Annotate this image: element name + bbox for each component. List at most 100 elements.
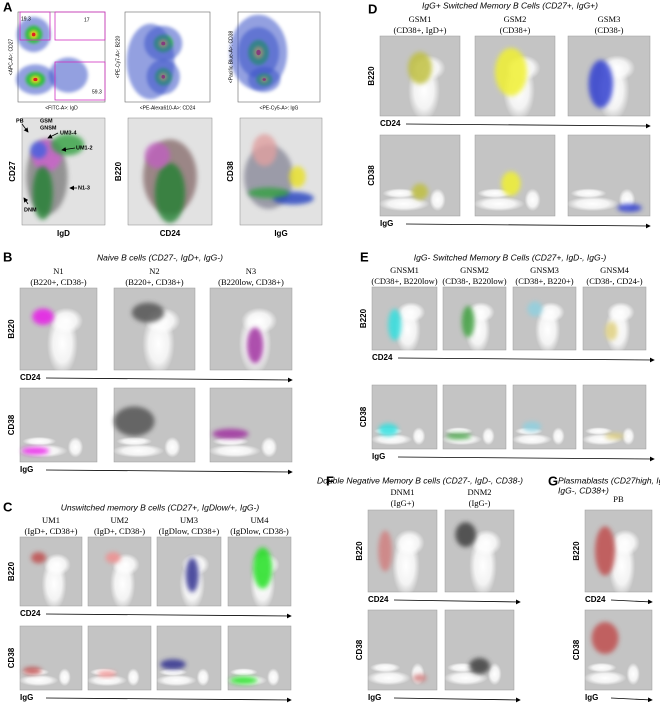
axis-label: B220 [114, 161, 123, 181]
label: (CD38-) [595, 25, 624, 35]
subset [252, 134, 277, 167]
axis-label: B220 [7, 319, 16, 339]
label: CD24 [585, 595, 606, 604]
axis-label: CD27 [8, 161, 17, 182]
population [382, 188, 418, 199]
subset [378, 423, 398, 437]
population [410, 662, 425, 686]
axis-arrow [45, 613, 292, 619]
subset [131, 302, 165, 323]
axis-arrow [45, 377, 293, 383]
subset [455, 522, 477, 547]
density-plot [443, 609, 515, 691]
axis-label: CD38 [359, 406, 368, 427]
population [566, 196, 619, 212]
gate [54, 11, 106, 41]
label: GNSM4 [600, 265, 630, 275]
label: A [3, 0, 13, 14]
subset [408, 52, 432, 84]
density-plot [441, 384, 507, 450]
density-plot [583, 609, 653, 691]
backgate-plot [239, 117, 323, 226]
population [112, 444, 165, 458]
population [570, 188, 607, 199]
annotation-arrow [61, 147, 76, 152]
axis-label: CD38 [572, 639, 581, 660]
population [429, 188, 446, 212]
label: PB [613, 494, 624, 504]
density-plot [19, 536, 83, 611]
subset [23, 666, 42, 675]
subset [21, 447, 50, 455]
label: Naive B cells (CD27-, IgD+, IgG-) [97, 252, 223, 262]
backgate-plot [127, 117, 213, 226]
annotation-arrow [23, 197, 29, 205]
label: UM4 [251, 515, 270, 525]
population [212, 436, 249, 446]
population [158, 668, 188, 676]
axis-label: CD38 [7, 647, 16, 668]
subset [114, 406, 155, 437]
density-plot [366, 609, 438, 691]
label: 59.3 [92, 89, 102, 95]
label: GNSM [40, 125, 57, 131]
label: CD24 [380, 119, 401, 128]
population [86, 674, 128, 687]
population [366, 670, 411, 686]
subset [378, 530, 393, 572]
axis-label: CD38 [355, 639, 364, 660]
axis-arrow [45, 697, 292, 703]
subset [588, 60, 614, 108]
density-plot [473, 134, 556, 217]
population [622, 427, 635, 446]
label: GNSM2 [460, 265, 489, 275]
label: IgG+ Switched Memory B Cells (CD27+, IgG… [422, 0, 598, 10]
density-plot [442, 286, 507, 354]
subset [289, 166, 306, 188]
population [229, 668, 258, 676]
label: GSM1 [409, 14, 432, 24]
density-plot [511, 384, 577, 450]
subset [605, 433, 624, 440]
label: CD24 [372, 353, 393, 362]
label: IgG [380, 219, 393, 228]
subset [51, 134, 85, 156]
subset [246, 327, 264, 364]
density-plot [379, 35, 461, 121]
subset [461, 305, 475, 338]
backgate-plot [21, 117, 106, 226]
subset [591, 622, 619, 654]
label: DNM [24, 207, 37, 213]
label: GNSM3 [530, 265, 559, 275]
subset [105, 552, 121, 564]
label: IgG [20, 465, 33, 474]
density-plot [566, 134, 651, 217]
axis-arrow [405, 223, 651, 229]
density-plot [367, 509, 438, 597]
label: N1 [53, 266, 63, 276]
axis-label: CD38 [7, 414, 16, 435]
population [49, 307, 84, 334]
density-plot [226, 625, 292, 691]
subset [154, 162, 186, 223]
label: IgG [274, 229, 287, 238]
axis-label: B220 [367, 66, 376, 86]
population [396, 302, 426, 323]
label: IgG [20, 693, 33, 702]
label: DNM2 [467, 487, 491, 497]
subset [527, 301, 543, 317]
flow-plot [229, 11, 321, 103]
label: Double Negative Memory B cells (CD27-, I… [317, 475, 523, 485]
population [260, 436, 278, 458]
subset [412, 183, 428, 200]
population [511, 433, 553, 446]
label: (IgD+, CD38+) [24, 526, 77, 536]
axis-label: <Pacific Blue-A>: CD38 [228, 31, 234, 84]
population [58, 668, 71, 687]
subset [160, 659, 186, 670]
population [127, 668, 140, 687]
density-plot [209, 287, 293, 375]
subset [501, 171, 521, 196]
population [164, 436, 181, 458]
density-plot [18, 625, 83, 691]
